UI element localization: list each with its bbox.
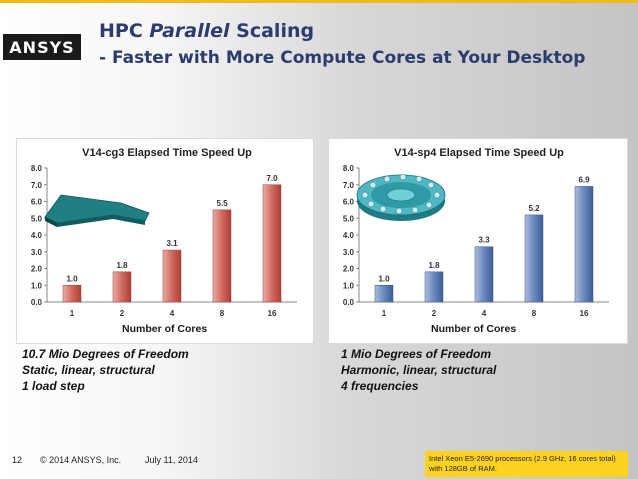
bar-2-cores xyxy=(112,271,132,303)
y-tick-label: 5.0 xyxy=(31,214,43,223)
ansys-logo: ANSYS xyxy=(3,34,81,60)
y-tick-label: 1.0 xyxy=(31,281,43,290)
y-tick-label: 8.0 xyxy=(31,164,43,173)
data-label: 6.9 xyxy=(578,175,590,184)
desc-line: 1 load step xyxy=(22,379,85,393)
y-tick-label: 6.0 xyxy=(343,198,355,207)
title-line: HPC Parallel Scaling xyxy=(99,18,629,44)
title-suffix: Scaling xyxy=(229,20,315,42)
x-tick-label: 4 xyxy=(482,309,487,318)
desc-line: 1 Mio Degrees of Freedom xyxy=(341,347,492,361)
y-tick-label: 3.0 xyxy=(31,248,43,257)
hardware-note: Intel Xeon E5-2690 processors (2.9 GHz, … xyxy=(425,451,628,477)
y-tick-label: 4.0 xyxy=(343,231,355,240)
chart-cg3: V14-cg3 Elapsed Time Speed Up 0.0 1.0 2.0 3… xyxy=(16,138,314,344)
x-tick-label: 16 xyxy=(268,309,277,318)
data-label: 3.3 xyxy=(478,236,490,245)
y-tick-label: 6.0 xyxy=(31,198,43,207)
x-tick-label: 8 xyxy=(220,309,225,318)
right-cores-label: Number of Cores xyxy=(431,323,517,335)
data-label: 1.8 xyxy=(116,261,128,270)
desc-line: 4 frequencies xyxy=(341,379,419,393)
chart-sp4-svg: V14-sp4 Elapsed Time Speed Up 0.0 1.0 2.0 3… xyxy=(343,147,609,318)
y-tick-label: 2.0 xyxy=(343,265,355,274)
bearing-ring-model xyxy=(356,173,446,221)
chart-cg3-svg: V14-cg3 Elapsed Time Speed Up 0.0 1.0 2.0 3… xyxy=(31,147,297,318)
chart-sp4: V14-sp4 Elapsed Time Speed Up 0.0 1.0 2.0 3… xyxy=(328,138,628,344)
data-label: 7.0 xyxy=(266,174,278,183)
data-label: 5.5 xyxy=(216,199,228,208)
title-prefix: HPC xyxy=(99,20,150,42)
data-label: 1.8 xyxy=(428,261,440,270)
x-tick-label: 8 xyxy=(532,309,537,318)
x-tick-label: 4 xyxy=(170,309,175,318)
copyright-text: © 2014 ANSYS, Inc. xyxy=(40,455,122,465)
slide-title: HPC Parallel Scaling - Faster with More … xyxy=(99,18,629,70)
left-description: 10.7 Mio Degrees of Freedom Static, line… xyxy=(22,346,189,394)
x-tick-label: 2 xyxy=(120,309,125,318)
y-tick-label: 8.0 xyxy=(343,164,355,173)
slide-subtitle: - Faster with More Compute Cores at Your… xyxy=(99,48,586,68)
title-italic: Parallel xyxy=(149,20,230,42)
bar-4-cores xyxy=(162,249,182,303)
data-label: 1.0 xyxy=(378,274,390,283)
y-tick-label: 0.0 xyxy=(343,298,355,307)
data-label: 3.1 xyxy=(166,239,178,248)
bar-16-cores xyxy=(262,184,282,303)
y-tick-label: 7.0 xyxy=(31,181,43,190)
desc-line: Harmonic, linear, structural xyxy=(341,363,497,377)
x-tick-label: 16 xyxy=(580,309,589,318)
y-tick-label: 5.0 xyxy=(343,214,355,223)
data-label: 5.2 xyxy=(528,204,540,213)
top-accent-rule xyxy=(0,0,638,3)
bar-8-cores xyxy=(212,209,232,303)
footer-date: July 11, 2014 xyxy=(145,455,198,465)
bar-2-cores xyxy=(424,271,444,303)
chart-title: V14-cg3 Elapsed Time Speed Up xyxy=(82,147,252,159)
desc-line: 10.7 Mio Degrees of Freedom xyxy=(22,347,189,361)
bar-1-cores xyxy=(374,285,394,303)
logo-text: ANSYS xyxy=(9,37,75,57)
desc-line: Static, linear, structural xyxy=(22,363,155,377)
bar-16-cores xyxy=(574,186,594,303)
y-tick-label: 3.0 xyxy=(343,248,355,257)
chart-title: V14-sp4 Elapsed Time Speed Up xyxy=(394,147,564,159)
bar-1-cores xyxy=(62,285,82,303)
y-tick-label: 4.0 xyxy=(31,231,43,240)
cantilever-plate-model xyxy=(44,194,150,227)
left-cores-label: Number of Cores xyxy=(122,323,208,335)
y-tick-label: 1.0 xyxy=(343,281,355,290)
right-description: 1 Mio Degrees of Freedom Harmonic, linea… xyxy=(341,346,496,394)
bar-8-cores xyxy=(524,214,544,303)
bar-4-cores xyxy=(474,246,494,303)
y-tick-label: 7.0 xyxy=(343,181,355,190)
data-label: 1.0 xyxy=(66,274,78,283)
x-tick-label: 2 xyxy=(432,309,437,318)
y-tick-label: 2.0 xyxy=(31,265,43,274)
page-number: 12 xyxy=(12,455,23,465)
x-tick-label: 1 xyxy=(382,309,387,318)
y-tick-label: 0.0 xyxy=(31,298,43,307)
x-tick-label: 1 xyxy=(70,309,75,318)
